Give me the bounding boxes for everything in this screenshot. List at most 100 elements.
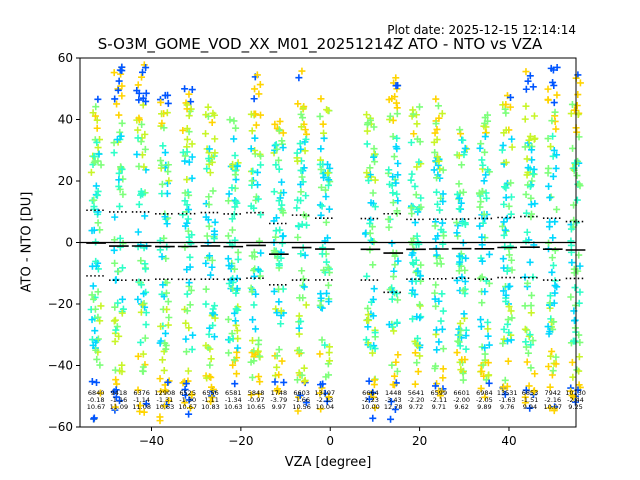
scatter-point xyxy=(411,349,419,357)
scatter-point xyxy=(275,127,283,135)
scatter-point xyxy=(164,298,172,306)
scatter-point xyxy=(137,281,145,289)
scatter-point xyxy=(407,176,415,184)
scatter-point xyxy=(388,95,396,103)
scatter-point xyxy=(294,407,302,415)
scatter-point xyxy=(502,291,510,299)
scatter-point xyxy=(275,371,283,379)
scatter-point xyxy=(156,417,164,425)
scatter-point xyxy=(183,135,191,143)
scatter-point xyxy=(247,391,255,399)
bin-mean-label: -2.13 xyxy=(316,396,333,404)
scatter-point xyxy=(135,200,143,208)
scatter-point xyxy=(438,110,446,118)
scatter-point xyxy=(211,302,219,310)
scatter-point xyxy=(248,127,256,135)
scatter-point xyxy=(232,124,240,132)
scatter-point xyxy=(161,91,169,99)
scatter-point xyxy=(431,289,439,297)
scatter-point xyxy=(225,262,233,270)
scatter-point xyxy=(502,194,510,202)
scatter-point xyxy=(181,189,189,197)
scatter-point xyxy=(317,294,325,302)
scatter-point xyxy=(414,334,422,342)
scatter-point xyxy=(432,235,440,243)
scatter-point xyxy=(118,361,126,369)
scatter-point xyxy=(455,194,463,202)
scatter-point xyxy=(432,120,440,128)
scatter-point xyxy=(527,364,535,372)
scatter-bin xyxy=(202,103,219,406)
scatter-point xyxy=(478,257,486,265)
scatter-point xyxy=(275,156,283,164)
scatter-bin xyxy=(293,67,311,415)
scatter-point xyxy=(93,138,101,146)
scatter-point xyxy=(499,255,507,263)
scatter-point xyxy=(524,77,532,85)
scatter-bin xyxy=(430,95,448,400)
scatter-point xyxy=(233,162,241,170)
scatter-point xyxy=(203,374,211,382)
scatter-point xyxy=(248,373,256,381)
scatter-point xyxy=(500,218,508,226)
scatter-point xyxy=(526,331,534,339)
scatter-point xyxy=(369,312,377,320)
scatter-point xyxy=(389,381,397,389)
scatter-point xyxy=(142,321,150,329)
scatter-point xyxy=(187,98,195,106)
scatter-point xyxy=(316,201,324,209)
scatter-point xyxy=(458,219,466,227)
scatter-point xyxy=(365,377,373,385)
scatter-point xyxy=(325,298,333,306)
scatter-point xyxy=(231,203,239,211)
scatter-point xyxy=(549,367,557,375)
scatter-point xyxy=(462,345,470,353)
scatter-point xyxy=(552,164,560,172)
scatter-point xyxy=(90,152,98,160)
scatter-point xyxy=(435,297,443,305)
scatter-point xyxy=(394,257,402,265)
scatter-point xyxy=(316,112,324,120)
bin-std-label: 9.72 xyxy=(409,403,423,411)
scatter-point xyxy=(294,196,302,204)
bin-count-label: 6664 xyxy=(362,389,379,397)
scatter-point xyxy=(112,386,120,394)
scatter-point xyxy=(211,135,219,143)
scatter-point xyxy=(393,134,401,142)
scatter-point xyxy=(297,188,305,196)
scatter-point xyxy=(363,169,371,177)
scatter-point xyxy=(553,151,561,159)
scatter-point xyxy=(272,233,280,241)
scatter-point xyxy=(416,301,424,309)
scatter-point xyxy=(118,309,126,317)
scatter-point xyxy=(545,330,553,338)
scatter-point xyxy=(257,161,265,169)
scatter-point xyxy=(385,166,393,174)
scatter-point xyxy=(110,139,118,147)
scatter-point xyxy=(505,251,513,259)
scatter-point xyxy=(501,226,509,234)
scatter-point xyxy=(481,288,489,296)
scatter-point xyxy=(275,197,283,205)
bin-count-label: 6581 xyxy=(225,389,242,397)
scatter-point xyxy=(164,99,172,107)
scatter-point xyxy=(162,255,170,263)
bin-std-label: 9.62 xyxy=(454,403,468,411)
bin-mean-label: -1.51 xyxy=(522,396,539,404)
scatter-point xyxy=(303,221,311,229)
scatter-point xyxy=(248,288,256,296)
scatter-point xyxy=(528,146,536,154)
scatter-point xyxy=(549,78,557,86)
scatter-point xyxy=(90,226,98,234)
scatter-point xyxy=(183,125,191,133)
scatter-point xyxy=(247,110,255,118)
scatter-point xyxy=(188,345,196,353)
scatter-point xyxy=(362,336,370,344)
scatter-point xyxy=(297,180,305,188)
scatter-point xyxy=(115,111,123,119)
scatter-point xyxy=(501,376,509,384)
scatter-point xyxy=(366,229,374,237)
scatter-point xyxy=(478,156,486,164)
scatter-point xyxy=(91,327,99,335)
scatter-point xyxy=(363,127,371,135)
